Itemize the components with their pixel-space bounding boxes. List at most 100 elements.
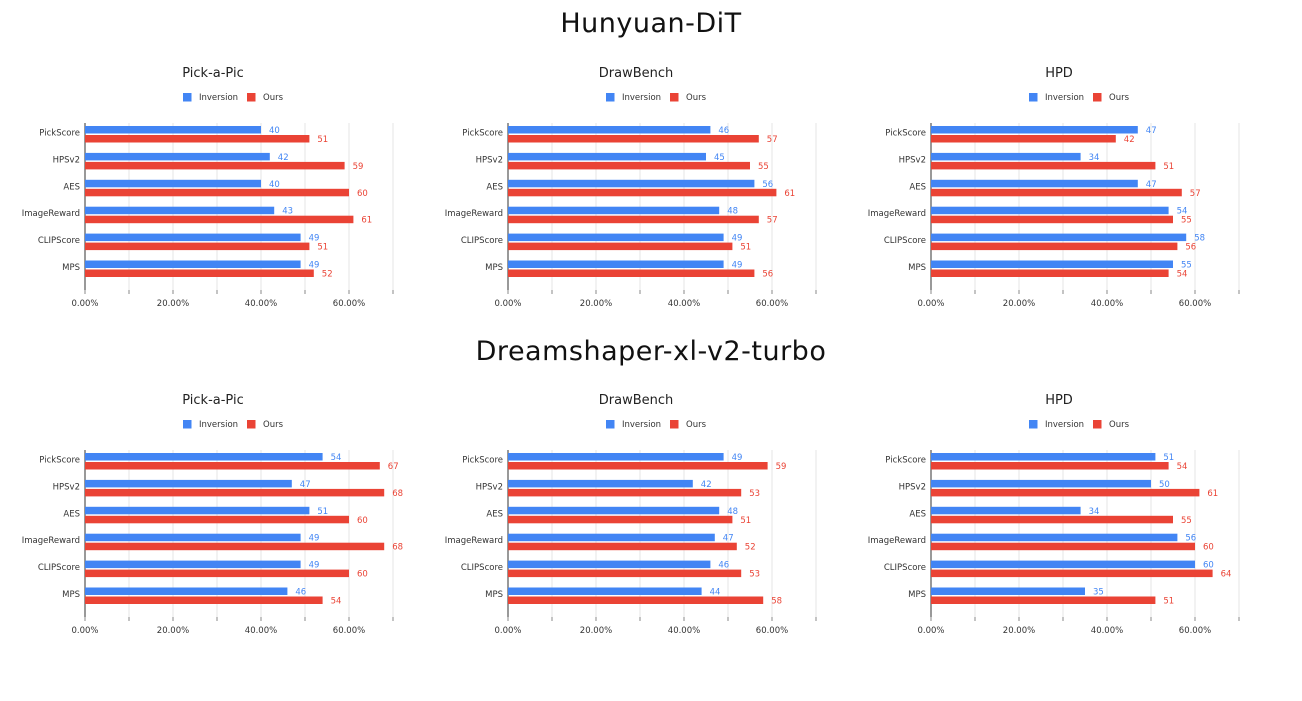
bar-inversion-clipscore bbox=[508, 560, 711, 569]
category-label: PickScore bbox=[885, 129, 926, 139]
data-label-ours: 61 bbox=[361, 216, 372, 226]
data-label-inversion: 56 bbox=[762, 180, 773, 190]
legend-swatch-inversion bbox=[1029, 420, 1038, 429]
data-label-ours: 60 bbox=[357, 570, 368, 580]
bar-inversion-clipscore bbox=[931, 233, 1187, 242]
bar-inversion-imagereward bbox=[85, 533, 301, 542]
chart-title-drawbench: DrawBench bbox=[599, 66, 674, 81]
data-label-inversion: 43 bbox=[282, 207, 293, 217]
category-label: CLIPScore bbox=[38, 563, 80, 573]
data-label-inversion: 58 bbox=[1194, 234, 1205, 244]
bar-inversion-pickscore bbox=[85, 453, 323, 461]
data-label-inversion: 49 bbox=[732, 453, 743, 463]
x-tick-label: 0.00% bbox=[71, 299, 98, 309]
data-label-ours: 55 bbox=[1181, 216, 1192, 226]
data-label-ours: 68 bbox=[392, 543, 403, 553]
data-label-inversion: 46 bbox=[718, 126, 729, 136]
bar-inversion-aes bbox=[85, 179, 261, 188]
bar-ours-imagereward bbox=[508, 542, 737, 551]
bar-ours-aes bbox=[931, 188, 1182, 197]
chart-title-pick-a-pic: Pick-a-Pic bbox=[182, 66, 244, 81]
chart-title-drawbench: DrawBench bbox=[599, 393, 674, 408]
category-label: MPS bbox=[908, 590, 926, 600]
bar-ours-hpsv2 bbox=[508, 161, 750, 170]
bar-inversion-imagereward bbox=[931, 533, 1178, 542]
data-label-inversion: 49 bbox=[732, 234, 743, 244]
data-label-inversion: 51 bbox=[1163, 453, 1174, 463]
data-label-inversion: 48 bbox=[727, 507, 738, 517]
bar-ours-mps bbox=[85, 269, 314, 277]
bar-ours-aes bbox=[931, 515, 1173, 524]
bar-ours-clipscore bbox=[931, 242, 1178, 251]
category-label: HPSv2 bbox=[53, 482, 80, 492]
chart-hunyuan-hpd: HPD Inversion Ours 0.00% 20.00% 40.00% 60.00% P… bbox=[868, 66, 1240, 309]
data-label-ours: 68 bbox=[392, 489, 403, 499]
chart-title-hpd: HPD bbox=[1045, 393, 1073, 408]
data-label-inversion: 40 bbox=[269, 126, 280, 136]
category-label: HPSv2 bbox=[53, 155, 80, 165]
bar-ours-pickscore bbox=[85, 135, 310, 143]
data-label-inversion: 60 bbox=[1203, 561, 1214, 571]
data-label-ours: 56 bbox=[762, 270, 773, 280]
bar-inversion-clipscore bbox=[85, 560, 301, 569]
bar-ours-hpsv2 bbox=[931, 161, 1156, 170]
x-tick-label: 0.00% bbox=[494, 299, 521, 309]
data-label-ours: 54 bbox=[1177, 270, 1188, 280]
bar-inversion-aes bbox=[85, 506, 310, 515]
data-label-ours: 67 bbox=[388, 462, 399, 472]
legend-swatch-inversion bbox=[183, 93, 192, 102]
data-label-ours: 54 bbox=[331, 597, 342, 607]
category-label: AES bbox=[909, 509, 926, 519]
bar-ours-mps bbox=[508, 269, 755, 277]
bar-inversion-pickscore bbox=[508, 126, 711, 134]
bar-ours-imagereward bbox=[508, 215, 759, 224]
category-label: ImageReward bbox=[22, 209, 80, 219]
category-label: HPSv2 bbox=[476, 155, 503, 165]
category-label: CLIPScore bbox=[884, 236, 926, 246]
bar-ours-hpsv2 bbox=[508, 488, 742, 497]
bar-inversion-clipscore bbox=[85, 233, 301, 242]
data-label-ours: 57 bbox=[767, 135, 778, 145]
data-label-ours: 51 bbox=[1163, 597, 1174, 607]
data-label-inversion: 48 bbox=[727, 207, 738, 217]
category-label: AES bbox=[486, 509, 503, 519]
bar-inversion-hpsv2 bbox=[85, 479, 292, 488]
chart-dreamshaper-pick-a-pic: Pick-a-Pic Inversion Ours 0.00% 20.00% 40.00%… bbox=[22, 393, 403, 636]
data-label-inversion: 50 bbox=[1159, 480, 1170, 490]
x-tick-label: 0.00% bbox=[917, 626, 944, 636]
x-tick-label: 40.00% bbox=[245, 626, 277, 636]
bar-ours-pickscore bbox=[508, 135, 759, 143]
x-tick-label: 60.00% bbox=[1179, 299, 1211, 309]
category-label: CLIPScore bbox=[38, 236, 80, 246]
chart-title-pick-a-pic: Pick-a-Pic bbox=[182, 393, 244, 408]
data-label-inversion: 45 bbox=[714, 153, 725, 163]
data-label-inversion: 49 bbox=[309, 534, 320, 544]
bar-ours-hpsv2 bbox=[931, 488, 1200, 497]
bar-ours-aes bbox=[508, 188, 777, 197]
category-label: ImageReward bbox=[445, 209, 503, 219]
legend-label-inversion: Inversion bbox=[1045, 420, 1084, 430]
category-label: MPS bbox=[62, 263, 80, 273]
legend-label-ours: Ours bbox=[1109, 93, 1130, 103]
data-label-inversion: 56 bbox=[1185, 534, 1196, 544]
x-tick-label: 0.00% bbox=[494, 626, 521, 636]
x-tick-label: 20.00% bbox=[1003, 299, 1035, 309]
category-label: PickScore bbox=[462, 129, 503, 139]
legend-label-ours: Ours bbox=[686, 420, 707, 430]
category-label: PickScore bbox=[39, 456, 80, 466]
bar-ours-mps bbox=[508, 596, 764, 604]
bar-ours-aes bbox=[508, 515, 733, 524]
data-label-inversion: 44 bbox=[710, 588, 721, 598]
x-tick-label: 20.00% bbox=[157, 626, 189, 636]
data-label-inversion: 49 bbox=[732, 261, 743, 271]
data-label-ours: 51 bbox=[740, 243, 751, 253]
bar-inversion-imagereward bbox=[931, 206, 1169, 215]
data-label-inversion: 42 bbox=[701, 480, 712, 490]
x-tick-label: 40.00% bbox=[668, 299, 700, 309]
legend-label-ours: Ours bbox=[263, 93, 284, 103]
bar-inversion-hpsv2 bbox=[931, 152, 1081, 161]
bar-ours-clipscore bbox=[85, 569, 349, 578]
bar-ours-imagereward bbox=[931, 542, 1195, 551]
bar-inversion-imagereward bbox=[508, 533, 715, 542]
bar-ours-imagereward bbox=[85, 542, 385, 551]
